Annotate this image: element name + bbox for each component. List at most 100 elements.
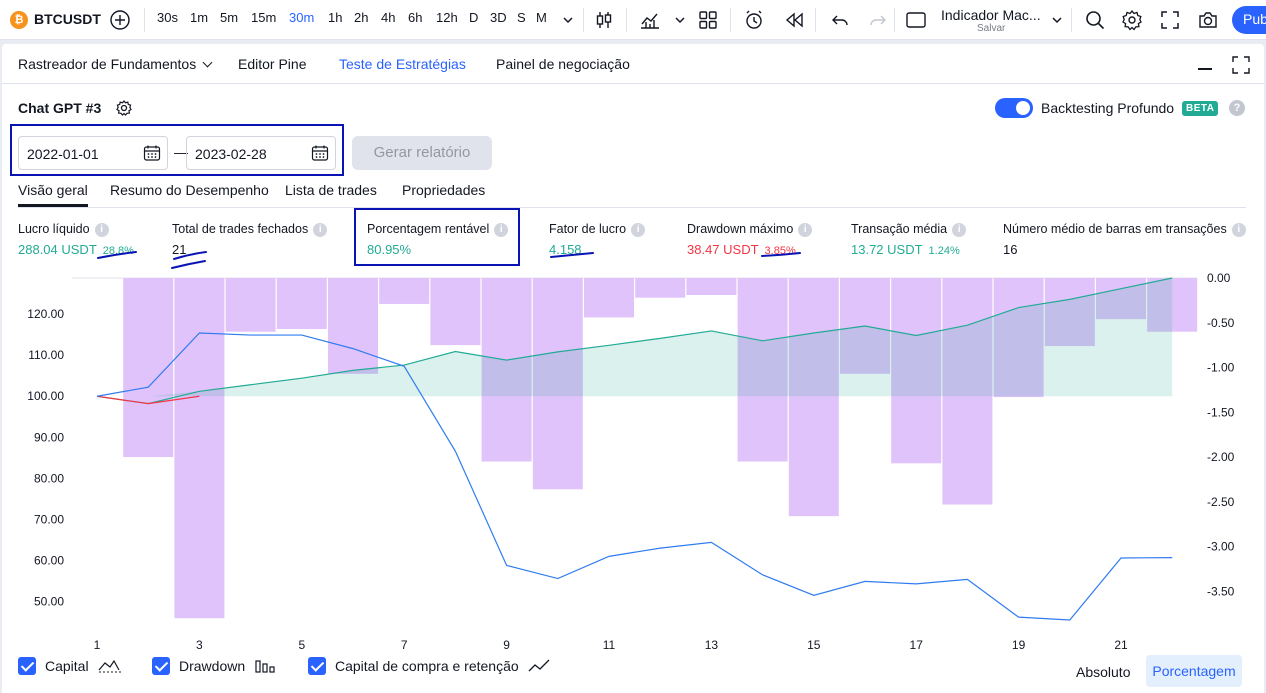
chevron-down-icon[interactable]: [1045, 8, 1069, 32]
metric-label: Total de trades fechados: [172, 222, 309, 236]
tab-overview[interactable]: Visão geral: [18, 182, 88, 198]
redo-icon[interactable]: [866, 8, 890, 32]
interval-s[interactable]: S: [517, 10, 526, 25]
interval-30s[interactable]: 30s: [157, 10, 178, 25]
interval-30m[interactable]: 30m: [289, 10, 315, 25]
absolute-button[interactable]: Absoluto: [1076, 664, 1131, 680]
info-icon[interactable]: i: [798, 222, 813, 237]
drawdown-bar: [942, 278, 993, 505]
interval-m[interactable]: M: [536, 10, 547, 25]
tab-properties[interactable]: Propriedades: [402, 182, 486, 198]
checkbox-icon[interactable]: [308, 657, 326, 675]
symbol-name[interactable]: BTCUSDT: [34, 11, 101, 27]
candles-icon[interactable]: [592, 8, 616, 32]
info-icon[interactable]: i: [1231, 222, 1246, 237]
rectangle-icon[interactable]: [904, 8, 928, 32]
interval-15m[interactable]: 15m: [251, 10, 277, 25]
fullscreen-icon[interactable]: [1158, 8, 1182, 32]
interval-2h[interactable]: 2h: [354, 10, 369, 25]
deep-backtesting-label: Backtesting Profundo: [1041, 100, 1175, 116]
checkbox-icon[interactable]: [18, 657, 36, 675]
gear-icon[interactable]: [1120, 8, 1144, 32]
info-icon[interactable]: i: [494, 222, 509, 237]
x-axis-label: 1: [94, 638, 101, 652]
date-from-input[interactable]: 2022-01-01: [18, 136, 168, 170]
checkbox-icon[interactable]: [152, 657, 170, 675]
x-axis-label: 19: [1012, 638, 1026, 652]
info-icon[interactable]: i: [631, 222, 646, 237]
camera-icon[interactable]: [1196, 8, 1220, 32]
publish-button[interactable]: Pub: [1232, 6, 1266, 34]
x-axis-label: 21: [1114, 638, 1128, 652]
info-icon[interactable]: i: [94, 222, 109, 237]
alert-icon[interactable]: [742, 8, 766, 32]
tab-pine-editor[interactable]: Editor Pine: [238, 56, 307, 72]
maximize-icon[interactable]: [1232, 56, 1250, 74]
chevron-down-icon[interactable]: [668, 8, 692, 32]
tab-fundamentals[interactable]: Rastreador de Fundamentos: [18, 56, 213, 72]
tab-trades-list[interactable]: Lista de trades: [285, 182, 377, 198]
legend-capital[interactable]: Capital: [18, 657, 123, 675]
indicator-save-label[interactable]: Salvar: [977, 23, 1006, 34]
capital-line: [96, 277, 1173, 405]
interval-4h[interactable]: 4h: [381, 10, 396, 25]
tab-trading-panel[interactable]: Painel de negociação: [496, 56, 630, 72]
interval-12h[interactable]: 12h: [436, 10, 458, 25]
interval-1h[interactable]: 1h: [328, 10, 343, 25]
undo-icon[interactable]: [828, 8, 852, 32]
layouts-icon[interactable]: [696, 8, 720, 32]
minimize-icon[interactable]: [1198, 68, 1212, 70]
chevron-down-icon[interactable]: [556, 8, 580, 32]
replay-icon[interactable]: [782, 8, 806, 32]
info-icon[interactable]: i: [313, 222, 328, 237]
drawdown-bar: [225, 278, 276, 332]
interval-5m[interactable]: 5m: [220, 10, 239, 25]
metric-label: Transação média: [851, 222, 948, 236]
add-symbol-icon[interactable]: [108, 8, 132, 32]
metric-value: 288.04 USDT: [18, 241, 97, 257]
info-icon[interactable]: i: [952, 222, 967, 237]
interval-1m[interactable]: 1m: [190, 10, 209, 25]
date-to-input[interactable]: 2023-02-28: [186, 136, 336, 170]
legend-drawdown[interactable]: Drawdown: [152, 657, 279, 675]
left-axis-label: 120.00: [27, 307, 64, 321]
help-icon[interactable]: ?: [1229, 100, 1245, 116]
indicator-name[interactable]: Indicador Mac...: [941, 7, 1041, 23]
calendar-icon[interactable]: [311, 144, 329, 162]
interval-3d[interactable]: 3D: [490, 10, 507, 25]
left-axis-label: 90.00: [34, 430, 64, 444]
generate-report-button[interactable]: Gerar relatório: [352, 136, 492, 170]
metric-label: Porcentagem rentável: [367, 222, 490, 236]
tab-performance-summary[interactable]: Resumo do Desempenho: [110, 182, 269, 198]
legend-label: Capital de compra e retenção: [335, 658, 519, 674]
percent-profitable-highlight: [354, 208, 520, 266]
left-axis-label: 100.00: [27, 389, 64, 403]
x-axis-label: 13: [705, 638, 719, 652]
percentage-button[interactable]: Porcentagem: [1146, 655, 1242, 687]
metric-value: 16: [1003, 241, 1018, 257]
calendar-icon[interactable]: [143, 144, 161, 162]
search-icon[interactable]: [1083, 8, 1107, 32]
metric-value: 80.95%: [367, 241, 412, 257]
date-to-value: 2023-02-28: [195, 146, 267, 162]
indicators-icon[interactable]: [638, 8, 662, 32]
interval-d[interactable]: D: [469, 10, 479, 25]
x-axis-label: 5: [298, 638, 305, 652]
toolbar-divider: [1071, 8, 1072, 32]
performance-chart: 120.00110.00100.0090.0080.0070.0060.0050…: [27, 271, 1235, 652]
tab-strategy-tester[interactable]: Teste de Estratégias: [339, 56, 466, 72]
deep-backtesting-toggle[interactable]: [995, 98, 1033, 118]
legend-buy-hold[interactable]: Capital de compra e retenção: [308, 657, 553, 675]
drawdown-bar: [891, 278, 942, 464]
metric-percent-profitable: Porcentagem rentável i 80.95%: [367, 222, 509, 257]
drawdown-bar: [635, 278, 686, 298]
metric-label: Fator de lucro: [549, 222, 627, 236]
interval-6h[interactable]: 6h: [408, 10, 423, 25]
metric-max-drawdown: Drawdown máximo i 38.47 USDT 3.85%: [687, 222, 813, 257]
settings-icon[interactable]: [115, 99, 133, 117]
drawdown-bar: [328, 278, 378, 374]
right-axis-label: -2.00: [1207, 450, 1235, 464]
x-axis-label: 9: [503, 638, 510, 652]
drawdown-bar: [788, 278, 839, 517]
x-axis-label: 15: [807, 638, 821, 652]
